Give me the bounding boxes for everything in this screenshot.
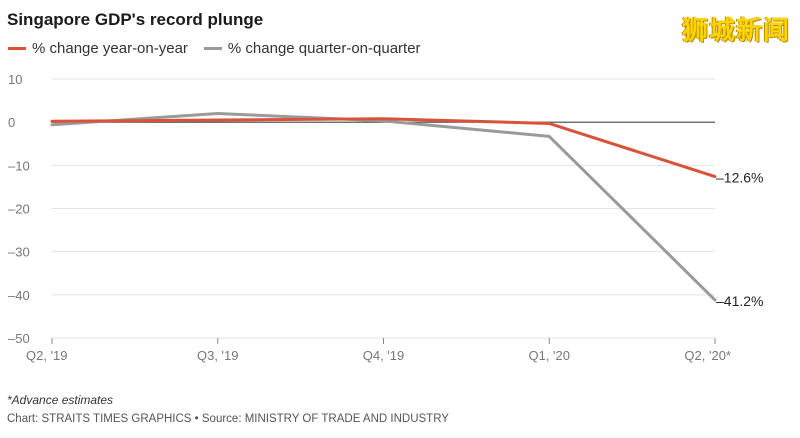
y-tick-label: 0 <box>8 115 15 130</box>
x-tick-label: Q4, '19 <box>363 348 405 363</box>
x-tick-label: Q2, '20* <box>684 348 731 363</box>
chart-credit: Chart: STRAITS TIMES GRAPHICS • Source: … <box>7 413 449 425</box>
series-line-1 <box>50 112 717 302</box>
y-tick-label: –10 <box>8 158 30 173</box>
chart-title: Singapore GDP's record plunge <box>7 10 264 29</box>
y-tick-label: 10 <box>8 72 22 87</box>
legend-item-qoq: % change quarter-on-quarter <box>203 40 421 57</box>
end-value-label-0: –12.6% <box>716 170 763 186</box>
legend-item-yoy: % change year-on-year <box>8 40 188 57</box>
end-value-label-1: –41.2% <box>716 293 763 309</box>
y-tick-label: –20 <box>8 202 30 217</box>
y-tick-label: –40 <box>8 288 30 303</box>
legend-swatch-yoy <box>8 47 26 50</box>
series-line-0 <box>50 117 717 179</box>
legend-label-yoy: % change year-on-year <box>32 40 188 57</box>
y-tick-label: –50 <box>8 331 30 346</box>
chart-legend: % change year-on-year % change quarter-o… <box>8 40 437 57</box>
watermark-logo: 狮城新闻 <box>681 16 790 46</box>
x-tick-label: Q1, '20 <box>528 348 570 363</box>
x-tick-label: Q2, '19 <box>26 348 68 363</box>
x-tick-label: Q3, '19 <box>197 348 239 363</box>
footnote: *Advance estimates <box>7 393 114 407</box>
legend-label-qoq: % change quarter-on-quarter <box>227 40 421 57</box>
legend-swatch-qoq <box>203 47 222 50</box>
y-tick-label: –30 <box>8 245 30 260</box>
